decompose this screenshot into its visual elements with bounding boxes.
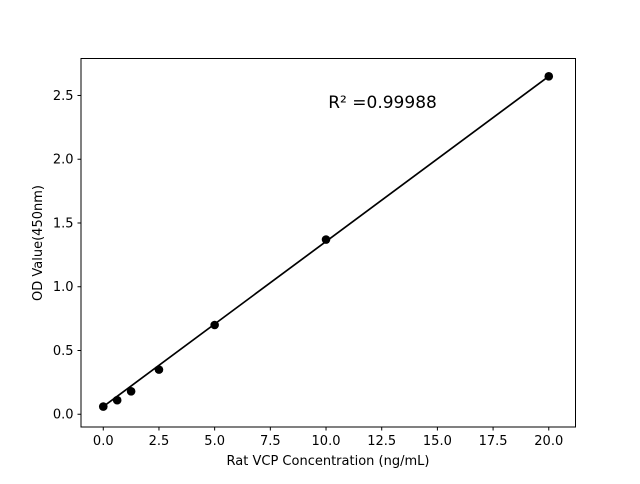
x-tick-label: 5.0 [204, 434, 225, 449]
data-point [98, 402, 108, 411]
x-tick-label: 12.5 [367, 434, 396, 449]
data-point [544, 72, 554, 81]
data-point [112, 395, 122, 405]
x-tick-label: 20.0 [534, 434, 563, 449]
y-tick-label: 2.5 [53, 89, 74, 104]
x-axis-ticks: 0.0 2.5 5.0 7.5 10.0 12.5 15.0 17.5 20.0 [93, 427, 563, 449]
y-tick-label: 1.0 [53, 280, 74, 295]
y-axis-label: OD Value(450nm) [31, 185, 46, 301]
data-point [154, 365, 164, 374]
x-tick-label: 15.0 [423, 434, 452, 449]
x-tick-label: 17.5 [479, 434, 508, 449]
x-tick-label: 7.5 [260, 434, 281, 449]
y-tick-label: 1.5 [53, 216, 74, 231]
x-tick-label: 0.0 [93, 434, 114, 449]
plot-border [80, 58, 576, 428]
x-tick-label: 10.0 [312, 434, 341, 449]
data-point [126, 386, 136, 396]
data-point [210, 320, 219, 330]
y-tick-label: 2.0 [53, 153, 74, 168]
y-tick-label: 0.5 [53, 344, 74, 359]
x-axis-label: Rat VCP Concentration (ng/mL) [227, 454, 430, 469]
y-axis-ticks: 0.0 0.5 1.0 1.5 2.0 2.5 [53, 89, 81, 423]
x-tick-label: 2.5 [149, 434, 170, 449]
data-point [321, 235, 331, 244]
data-points [98, 72, 554, 411]
y-tick-label: 0.0 [53, 408, 74, 423]
r-squared-annotation: R² =0.99988 [328, 93, 437, 113]
